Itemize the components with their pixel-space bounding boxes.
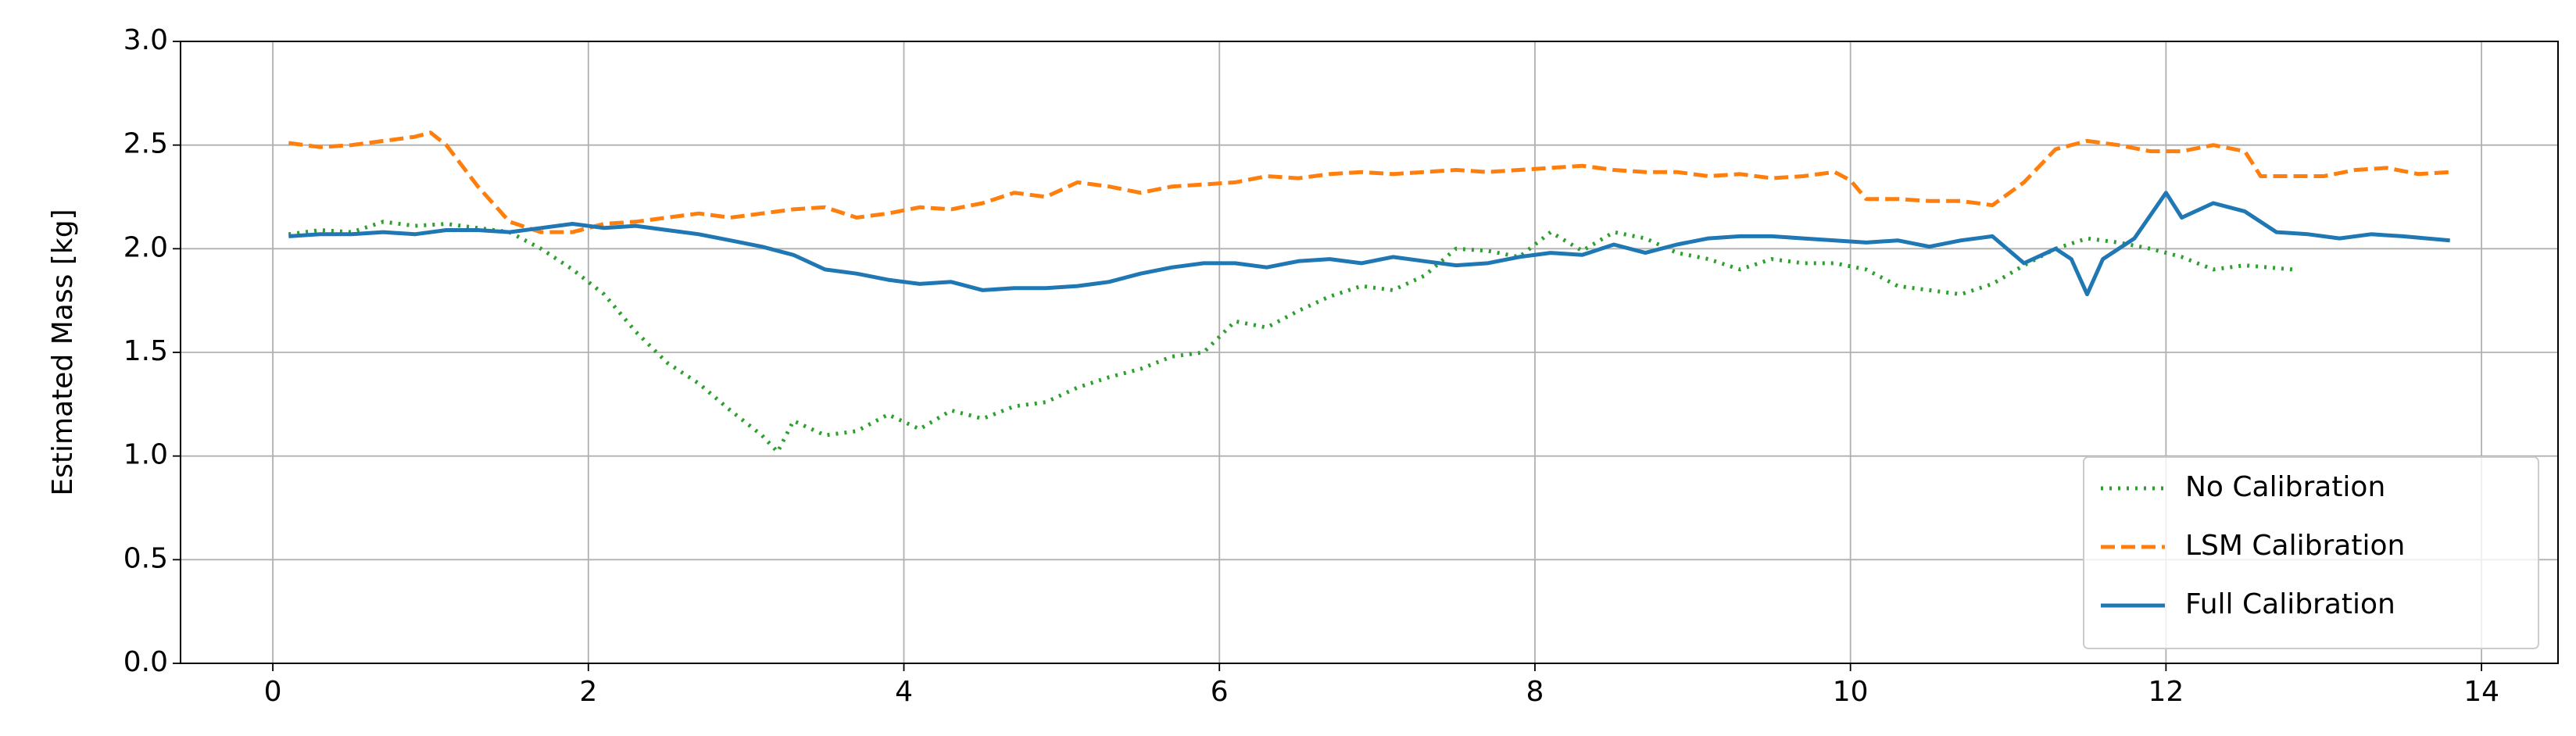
y-axis-label: Estimated Mass [kg] (47, 209, 79, 495)
legend-label: Full Calibration (2185, 588, 2395, 620)
y-tick-label: 0.0 (123, 646, 168, 678)
y-tick-label: 1.5 (123, 335, 168, 367)
y-tick-label: 0.5 (123, 542, 168, 574)
x-tick-label: 6 (1211, 676, 1229, 708)
y-tick-label: 2.5 (123, 128, 168, 160)
x-tick-label: 12 (2148, 676, 2184, 708)
legend: No Calibration LSM Calibration Full Calibr… (2083, 456, 2539, 649)
x-tick-label: 8 (1526, 676, 1544, 708)
data-line (288, 130, 2450, 234)
y-tick-label: 3.0 (123, 24, 168, 56)
y-tick-label: 2.0 (123, 231, 168, 263)
x-tick-label: 0 (264, 676, 282, 708)
legend-label: LSM Calibration (2185, 530, 2405, 562)
legend-label: No Calibration (2185, 471, 2385, 503)
legend-box (2083, 456, 2539, 649)
ticks: 0 2 4 6 8 10 12 14 0.0 0.5 1.0 1.5 2.0 2.5 3.0 (123, 24, 2499, 708)
x-tick-label: 10 (1833, 676, 1869, 708)
y-tick-label: 1.0 (123, 439, 168, 471)
x-tick-label: 14 (2463, 676, 2499, 708)
x-tick-label: 2 (579, 676, 597, 708)
data-line (288, 191, 2450, 297)
x-tick-label: 4 (895, 676, 913, 708)
lines (288, 130, 2450, 454)
data-line (288, 220, 2293, 454)
